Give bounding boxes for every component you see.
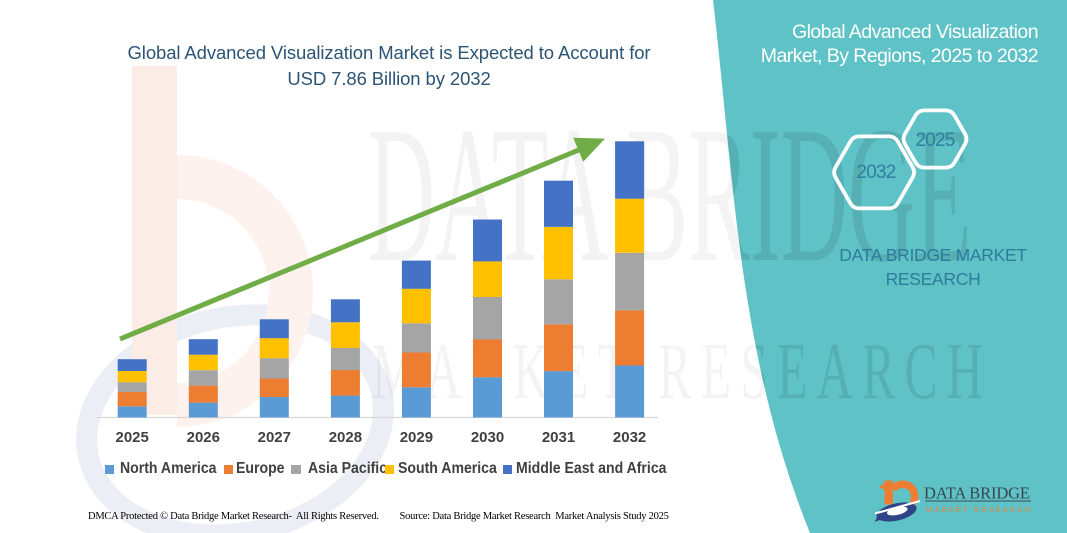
svg-text:2032: 2032 bbox=[856, 162, 895, 183]
svg-text:2025: 2025 bbox=[915, 130, 954, 151]
svg-text:DATA BRIDGE: DATA BRIDGE bbox=[924, 484, 1030, 503]
svg-text:MARKET RESEARCH: MARKET RESEARCH bbox=[926, 505, 1032, 514]
